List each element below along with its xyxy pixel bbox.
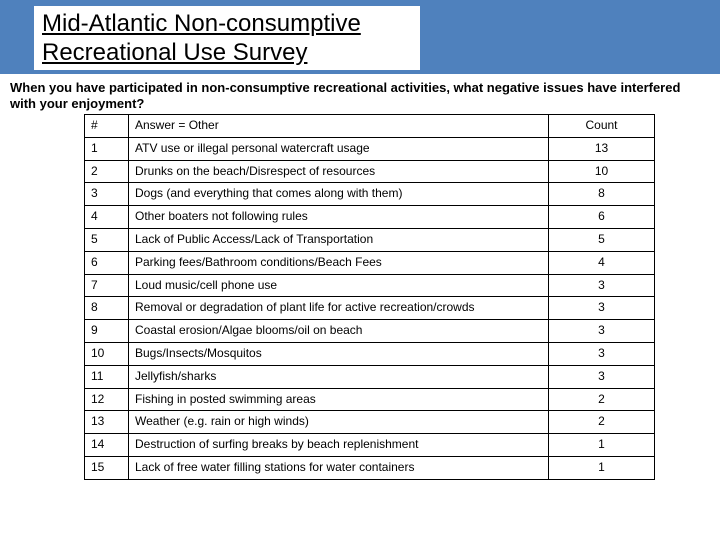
cell-num: 9 — [85, 320, 129, 343]
cell-answer: Coastal erosion/Algae blooms/oil on beac… — [129, 320, 549, 343]
cell-count: 13 — [549, 137, 655, 160]
cell-num: 2 — [85, 160, 129, 183]
cell-answer: Bugs/Insects/Mosquitos — [129, 343, 549, 366]
table-row: 9Coastal erosion/Algae blooms/oil on bea… — [85, 320, 655, 343]
cell-num: 1 — [85, 137, 129, 160]
results-table: # Answer = Other Count 1ATV use or illeg… — [84, 114, 655, 480]
table-row: 13Weather (e.g. rain or high winds)2 — [85, 411, 655, 434]
cell-num: 14 — [85, 434, 129, 457]
table-row: 14Destruction of surfing breaks by beach… — [85, 434, 655, 457]
cell-answer: Lack of Public Access/Lack of Transporta… — [129, 229, 549, 252]
table-row: 7Loud music/cell phone use3 — [85, 274, 655, 297]
cell-count: 3 — [549, 274, 655, 297]
title-line-1: Mid-Atlantic Non-consumptive — [42, 10, 412, 39]
cell-answer: Removal or degradation of plant life for… — [129, 297, 549, 320]
cell-count: 1 — [549, 434, 655, 457]
table-container: # Answer = Other Count 1ATV use or illeg… — [0, 114, 720, 480]
title-box: Mid-Atlantic Non-consumptive Recreationa… — [34, 6, 420, 70]
cell-num: 4 — [85, 206, 129, 229]
cell-num: 12 — [85, 388, 129, 411]
cell-num: 5 — [85, 229, 129, 252]
cell-answer: Parking fees/Bathroom conditions/Beach F… — [129, 251, 549, 274]
table-row: 5Lack of Public Access/Lack of Transport… — [85, 229, 655, 252]
cell-count: 3 — [549, 297, 655, 320]
survey-question: When you have participated in non-consum… — [0, 74, 720, 115]
cell-answer: Destruction of surfing breaks by beach r… — [129, 434, 549, 457]
cell-count: 1 — [549, 457, 655, 480]
cell-num: 10 — [85, 343, 129, 366]
table-row: 6Parking fees/Bathroom conditions/Beach … — [85, 251, 655, 274]
cell-count: 3 — [549, 320, 655, 343]
table-row: 1ATV use or illegal personal watercraft … — [85, 137, 655, 160]
table-row: 2Drunks on the beach/Disrespect of resou… — [85, 160, 655, 183]
cell-answer: ATV use or illegal personal watercraft u… — [129, 137, 549, 160]
table-row: 15Lack of free water filling stations fo… — [85, 457, 655, 480]
col-header-answer: Answer = Other — [129, 115, 549, 138]
cell-num: 7 — [85, 274, 129, 297]
cell-count: 8 — [549, 183, 655, 206]
cell-num: 6 — [85, 251, 129, 274]
table-row: 12Fishing in posted swimming areas2 — [85, 388, 655, 411]
col-header-count: Count — [549, 115, 655, 138]
cell-answer: Drunks on the beach/Disrespect of resour… — [129, 160, 549, 183]
cell-count: 2 — [549, 388, 655, 411]
cell-num: 3 — [85, 183, 129, 206]
cell-count: 6 — [549, 206, 655, 229]
title-line-2: Recreational Use Survey — [42, 39, 412, 68]
cell-num: 11 — [85, 365, 129, 388]
cell-count: 3 — [549, 365, 655, 388]
table-row: 3Dogs (and everything that comes along w… — [85, 183, 655, 206]
cell-count: 2 — [549, 411, 655, 434]
table-row: 4Other boaters not following rules6 — [85, 206, 655, 229]
cell-answer: Dogs (and everything that comes along wi… — [129, 183, 549, 206]
cell-count: 10 — [549, 160, 655, 183]
cell-answer: Other boaters not following rules — [129, 206, 549, 229]
cell-num: 13 — [85, 411, 129, 434]
cell-num: 15 — [85, 457, 129, 480]
cell-answer: Fishing in posted swimming areas — [129, 388, 549, 411]
table-header-row: # Answer = Other Count — [85, 115, 655, 138]
cell-count: 3 — [549, 343, 655, 366]
cell-answer: Lack of free water filling stations for … — [129, 457, 549, 480]
cell-answer: Jellyfish/sharks — [129, 365, 549, 388]
col-header-num: # — [85, 115, 129, 138]
table-row: 8Removal or degradation of plant life fo… — [85, 297, 655, 320]
header-banner: Mid-Atlantic Non-consumptive Recreationa… — [0, 0, 720, 74]
cell-answer: Weather (e.g. rain or high winds) — [129, 411, 549, 434]
table-row: 10Bugs/Insects/Mosquitos3 — [85, 343, 655, 366]
cell-count: 5 — [549, 229, 655, 252]
cell-answer: Loud music/cell phone use — [129, 274, 549, 297]
cell-count: 4 — [549, 251, 655, 274]
table-row: 11Jellyfish/sharks3 — [85, 365, 655, 388]
cell-num: 8 — [85, 297, 129, 320]
